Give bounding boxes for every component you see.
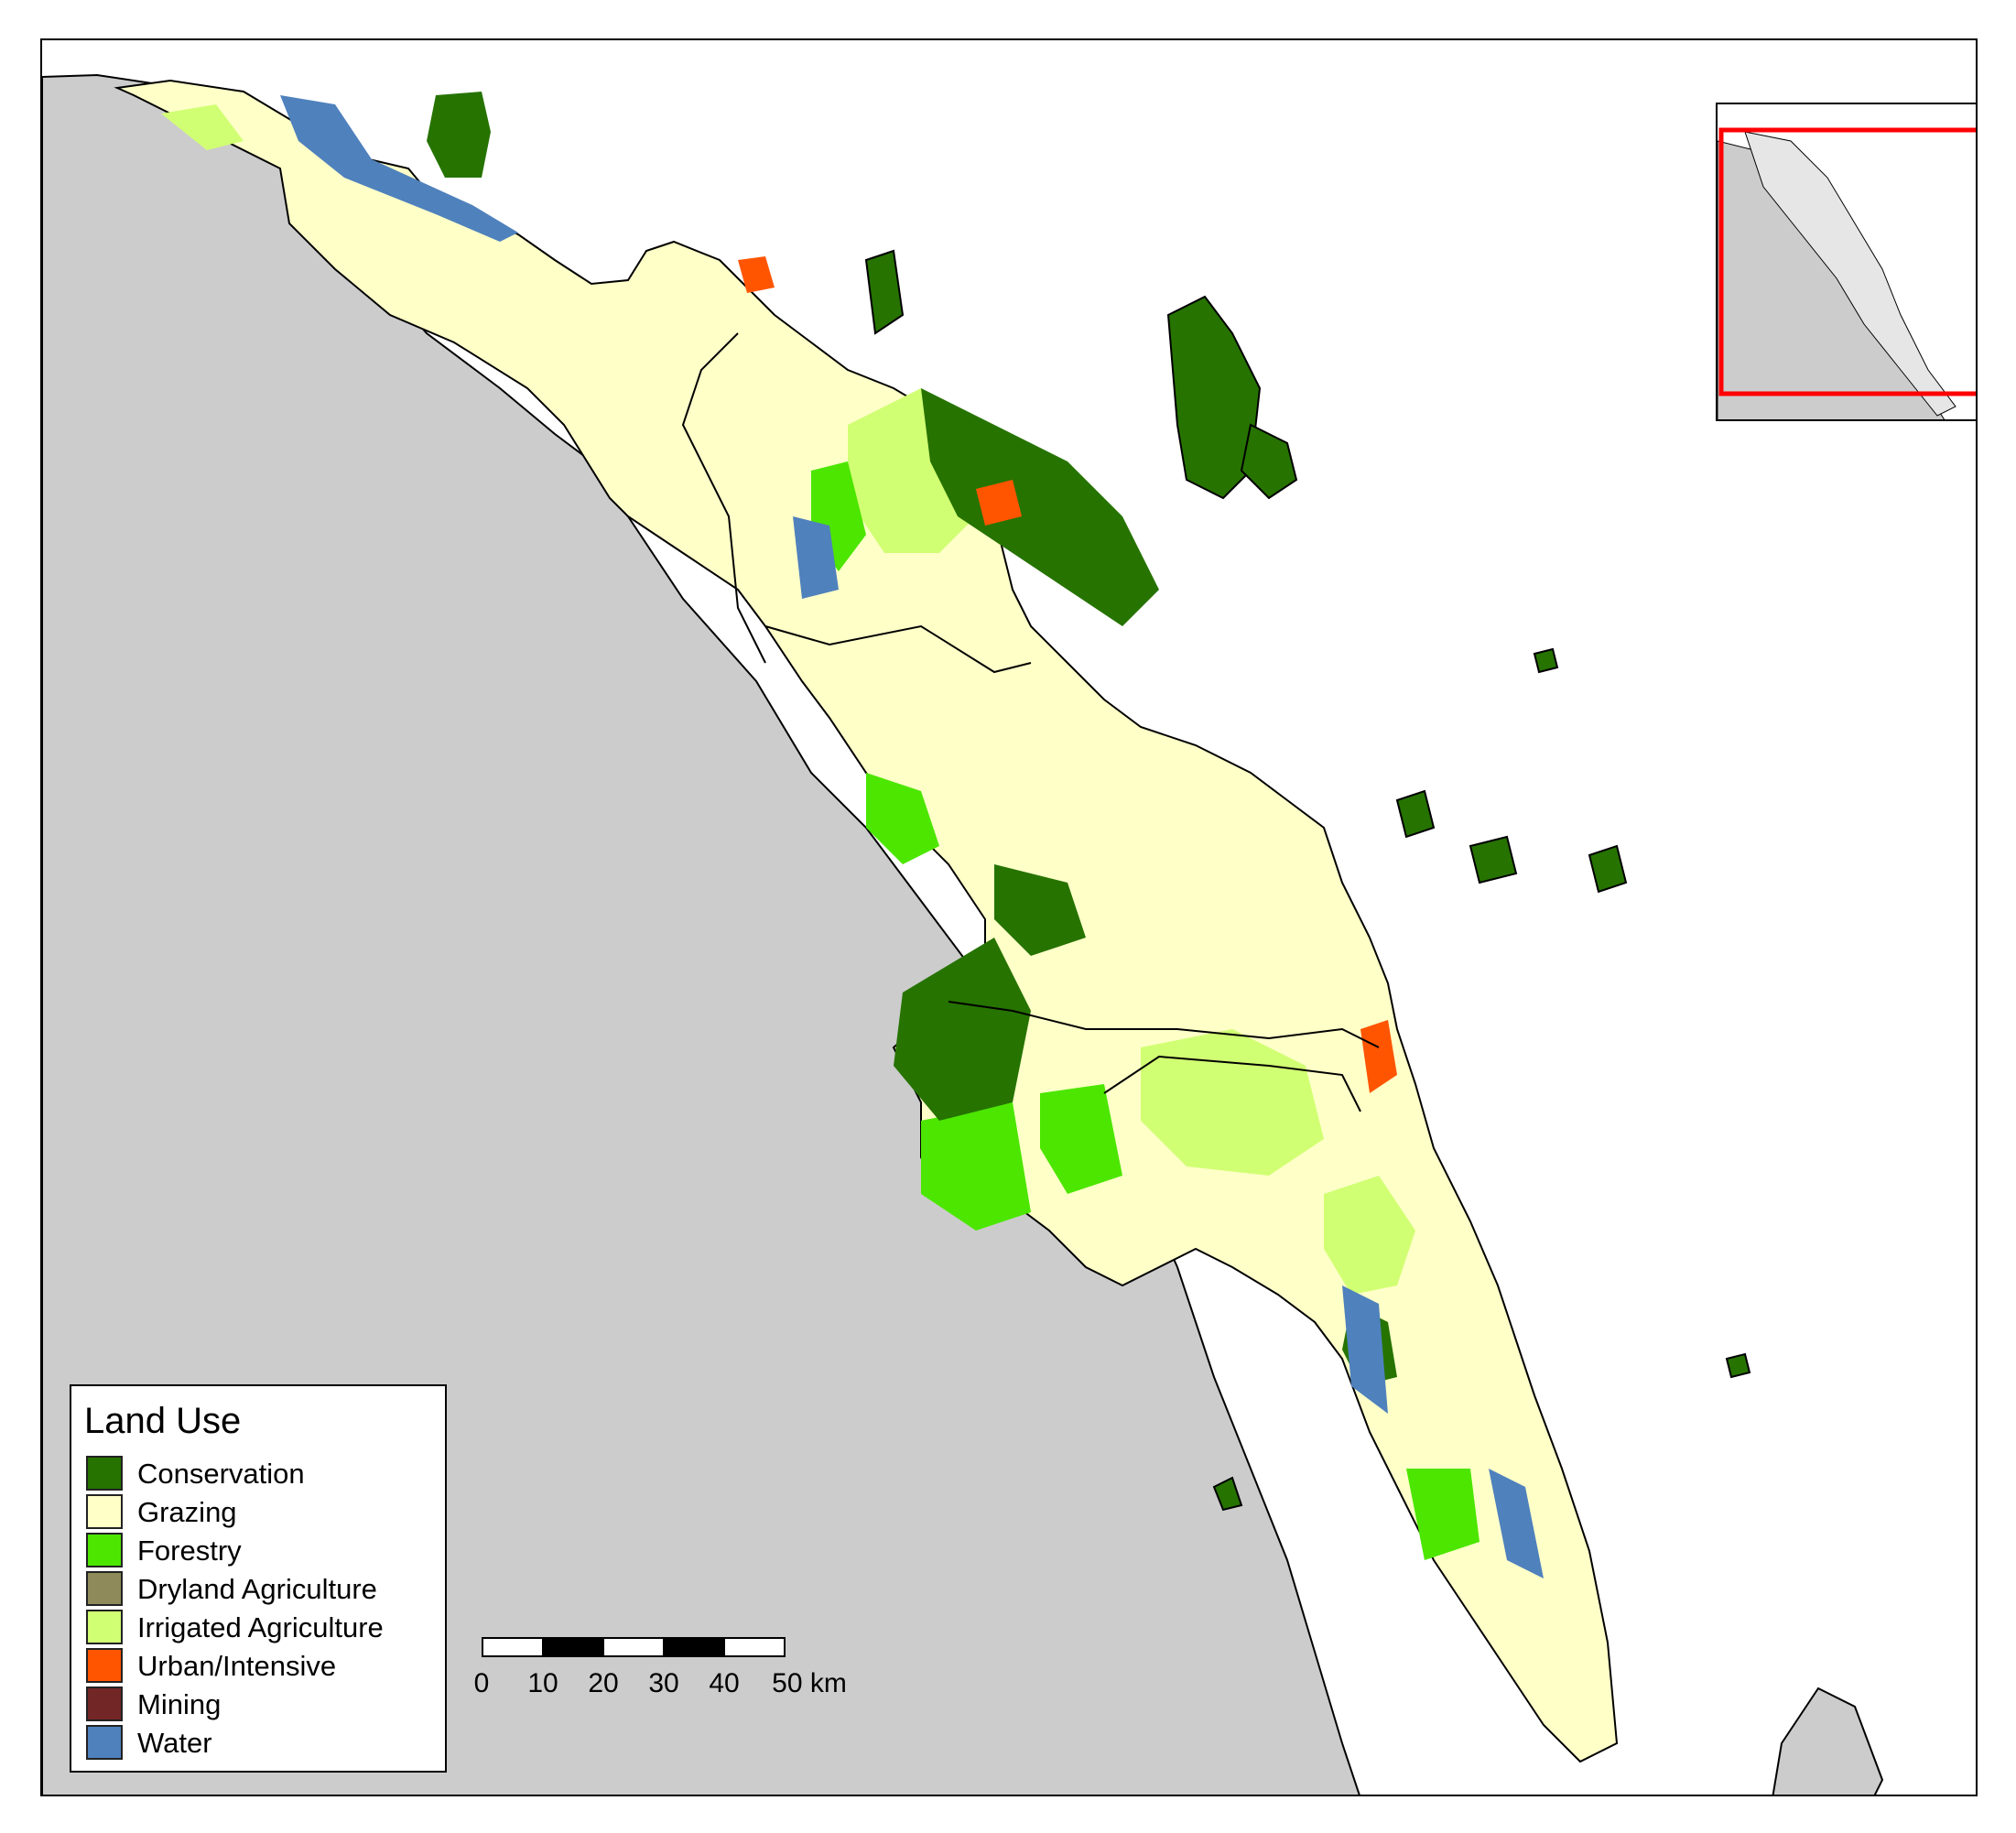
legend-label: Dryland Agriculture [137, 1573, 377, 1605]
legend-swatch [86, 1725, 123, 1760]
scale-bar-tick-label: 30 [648, 1668, 679, 1698]
island-4 [1395, 789, 1436, 839]
map-canvas[interactable] [42, 40, 1978, 1796]
subcatchment-boundary-3 [948, 1001, 1380, 1048]
legend-swatch [86, 1648, 123, 1683]
subcatchment-boundary-4 [1103, 1055, 1361, 1112]
coastal-water-1 [280, 95, 518, 242]
scale-bar-segment [723, 1637, 786, 1657]
conservation-patch-1 [427, 92, 491, 178]
scale-bar-tick-label: 0 [473, 1668, 490, 1698]
islet-3 [1725, 1352, 1751, 1379]
island-3 [864, 249, 905, 335]
scale-bar-segment [482, 1637, 544, 1657]
coastal-water-3 [1342, 1285, 1388, 1414]
forestry-patch-1 [921, 1102, 1031, 1231]
subcatchment-boundary-2 [764, 624, 1032, 674]
forestry-patch-2 [1040, 1084, 1122, 1194]
urban-patch-3 [1360, 1020, 1397, 1093]
coastal-water-4 [1489, 1469, 1544, 1578]
scale-bar-tick-label: 10 [527, 1668, 558, 1698]
irrigated-patch-4 [161, 104, 244, 150]
irrigated-patch-3 [1324, 1176, 1415, 1295]
irrigated-patch-2 [1141, 1029, 1324, 1176]
legend-label: Conservation [137, 1458, 305, 1490]
islet-2 [1533, 647, 1559, 674]
island-2 [1240, 423, 1298, 500]
legend-swatch [86, 1494, 123, 1529]
legend-swatch [86, 1456, 123, 1491]
inset-catchment [1744, 131, 1956, 417]
forestry-patch-5 [1406, 1469, 1479, 1560]
legend-label: Irrigated Agriculture [137, 1611, 384, 1643]
scale-bar-segment [542, 1637, 604, 1657]
scale-bar: 0 10 20 30 40 50 km [467, 1637, 870, 1710]
legend-swatch [86, 1610, 123, 1644]
inset-extent-box [1718, 127, 1976, 396]
island-6 [1588, 844, 1628, 894]
legend-title: Land Use [84, 1401, 242, 1441]
legend-label: Forestry [137, 1535, 242, 1567]
scale-bar-tick-label: 40 [709, 1668, 740, 1698]
urban-patch-2 [976, 480, 1022, 526]
conservation-patch-4 [994, 864, 1086, 956]
scale-bar-segment [663, 1637, 725, 1657]
legend-label: Mining [137, 1688, 222, 1720]
islet-1 [1212, 1476, 1243, 1512]
locator-inset-map[interactable] [1716, 103, 1976, 421]
urban-patch-1 [738, 256, 775, 293]
coastal-water-2 [793, 516, 839, 599]
legend-label: Grazing [137, 1496, 237, 1528]
legend-swatch [86, 1571, 123, 1606]
scale-bar-tick-label: 50 km [772, 1668, 847, 1698]
conservation-patch-3 [894, 938, 1031, 1121]
legend-swatch [86, 1533, 123, 1567]
scale-bar-tick-label: 20 [588, 1668, 619, 1698]
island-5 [1469, 835, 1518, 884]
legend-label: Urban/Intensive [137, 1650, 337, 1682]
southern-landmass [1772, 1687, 1884, 1795]
legend-label: Water [137, 1727, 212, 1759]
scale-bar-segment [602, 1637, 665, 1657]
conservation-patch-2 [921, 388, 1159, 626]
legend: Land Use Conservation Grazing Forestry D… [70, 1384, 447, 1773]
legend-swatch [86, 1687, 123, 1721]
forestry-patch-4 [866, 773, 939, 864]
subcatchment-boundary-1 [681, 332, 766, 664]
